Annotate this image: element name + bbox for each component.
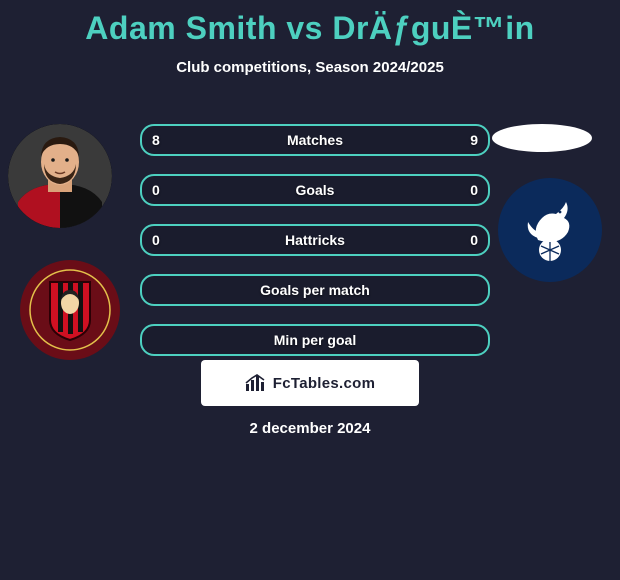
stat-right-value: 0	[470, 226, 478, 254]
stat-left-value: 0	[152, 226, 160, 254]
stat-row: 8 Matches 9	[140, 124, 490, 156]
player-2-photo-placeholder	[492, 124, 592, 152]
page-title: Adam Smith vs DrÄƒguÈ™in	[0, 0, 620, 47]
fctables-badge: FcTables.com	[201, 360, 419, 406]
stat-label: Matches	[287, 126, 343, 154]
stat-row: 0 Hattricks 0	[140, 224, 490, 256]
club-2-crest	[498, 178, 602, 282]
stat-left-value: 0	[152, 176, 160, 204]
stat-row: Goals per match	[140, 274, 490, 306]
stat-label: Hattricks	[285, 226, 345, 254]
stat-label: Goals	[296, 176, 335, 204]
stats-block: 8 Matches 9 0 Goals 0 0 Hattricks 0 Goal…	[140, 124, 490, 374]
stat-left-value: 8	[152, 126, 160, 154]
footer-block: FcTables.com 2 december 2024	[0, 348, 620, 437]
stat-row: 0 Goals 0	[140, 174, 490, 206]
comparison-card: Adam Smith vs DrÄƒguÈ™in Club competitio…	[0, 0, 620, 580]
badge-text: FcTables.com	[273, 375, 376, 392]
player-1-photo	[8, 124, 112, 228]
page-subtitle: Club competitions, Season 2024/2025	[0, 59, 620, 76]
stat-right-value: 9	[470, 126, 478, 154]
stat-right-value: 0	[470, 176, 478, 204]
stat-label: Goals per match	[260, 276, 370, 304]
bar-chart-icon	[245, 374, 267, 392]
club-1-crest	[20, 260, 120, 360]
date-text: 2 december 2024	[0, 420, 620, 437]
